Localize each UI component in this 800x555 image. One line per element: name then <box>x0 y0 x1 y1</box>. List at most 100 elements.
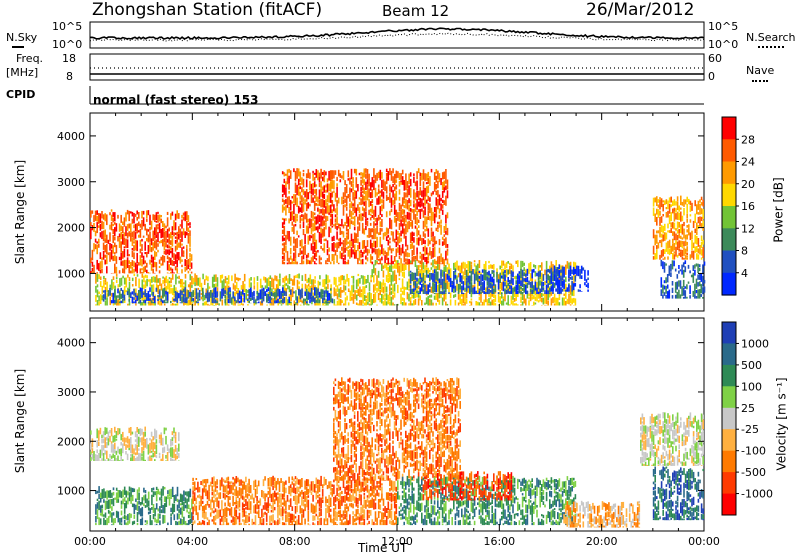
data-cell <box>182 506 184 510</box>
data-cell <box>479 271 481 273</box>
data-cell <box>136 253 138 264</box>
data-cell <box>435 460 437 469</box>
data-cell <box>371 409 373 412</box>
data-cell <box>376 198 378 205</box>
data-cell <box>507 295 509 305</box>
data-cell <box>375 393 377 401</box>
data-cell <box>399 212 401 222</box>
data-cell <box>293 246 295 251</box>
data-cell <box>447 180 449 190</box>
data-cell <box>675 295 677 299</box>
data-cell <box>347 438 349 444</box>
data-cell <box>296 231 298 236</box>
data-cell <box>189 268 191 270</box>
data-cell <box>263 518 265 525</box>
data-cell <box>92 250 94 260</box>
data-cell <box>343 406 345 415</box>
data-cell <box>145 505 147 508</box>
data-cell <box>416 248 418 255</box>
data-cell <box>362 286 364 297</box>
data-cell <box>383 499 385 506</box>
data-cell <box>128 289 130 298</box>
data-cell <box>368 489 370 498</box>
data-cell <box>224 486 226 493</box>
data-cell <box>350 291 352 302</box>
data-cell <box>370 228 372 237</box>
data-cell <box>392 396 394 401</box>
data-cell <box>677 292 679 299</box>
data-cell <box>304 299 306 302</box>
data-cell <box>376 173 378 181</box>
data-cell <box>437 412 439 415</box>
data-cell <box>456 386 458 396</box>
data-cell <box>674 223 676 230</box>
data-cell <box>319 177 321 183</box>
data-cell <box>210 513 212 517</box>
data-cell <box>469 301 471 303</box>
data-cell <box>154 451 156 457</box>
data-cell <box>499 266 501 270</box>
data-cell <box>279 518 281 524</box>
data-cell <box>96 210 98 215</box>
data-cell <box>300 479 302 488</box>
data-cell <box>352 406 354 412</box>
data-cell <box>380 511 382 513</box>
data-cell <box>359 466 361 475</box>
data-cell <box>429 431 431 442</box>
data-cell <box>424 390 426 392</box>
data-cell <box>421 191 423 197</box>
data-cell <box>360 198 362 205</box>
data-cell <box>303 215 305 223</box>
data-cell <box>581 266 583 274</box>
data-cell <box>135 277 137 286</box>
data-cell <box>108 491 110 498</box>
data-cell <box>386 465 388 473</box>
data-cell <box>420 256 422 259</box>
data-cell <box>111 279 113 290</box>
data-cell <box>392 184 394 187</box>
data-cell <box>440 431 442 437</box>
data-cell <box>395 275 397 284</box>
data-cell <box>413 409 415 413</box>
data-cell <box>311 288 313 296</box>
data-cell <box>92 438 94 447</box>
data-cell <box>333 398 335 402</box>
data-cell <box>503 282 505 292</box>
data-cell <box>338 399 340 408</box>
data-cell <box>391 171 393 181</box>
data-cell <box>132 488 134 492</box>
data-cell <box>183 250 185 254</box>
data-cell <box>362 379 364 385</box>
data-cell <box>105 278 107 283</box>
data-cell <box>378 410 380 420</box>
data-cell <box>188 515 190 518</box>
data-cell <box>347 432 349 436</box>
data-cell <box>253 291 255 296</box>
data-cell <box>284 277 286 280</box>
data-cell <box>218 501 220 509</box>
data-cell <box>688 265 690 269</box>
data-cell <box>170 439 172 447</box>
data-cell <box>386 385 388 392</box>
data-cell <box>458 448 460 459</box>
data-cell <box>442 204 444 208</box>
data-cell <box>456 473 458 479</box>
data-cell <box>309 260 311 264</box>
data-cell <box>183 228 185 235</box>
data-cell <box>357 392 359 400</box>
data-cell <box>487 272 489 275</box>
data-cell <box>421 476 423 479</box>
data-cell <box>439 264 441 270</box>
data-cell <box>587 270 589 275</box>
data-cell <box>343 231 345 237</box>
data-cell <box>231 298 233 303</box>
data-cell <box>471 299 473 301</box>
data-cell <box>674 212 676 222</box>
data-cell <box>164 251 166 254</box>
data-cell <box>431 411 433 414</box>
data-cell <box>579 284 581 288</box>
data-cell <box>103 294 105 298</box>
data-cell <box>408 259 410 264</box>
data-cell <box>245 493 247 497</box>
data-cell <box>224 290 226 294</box>
